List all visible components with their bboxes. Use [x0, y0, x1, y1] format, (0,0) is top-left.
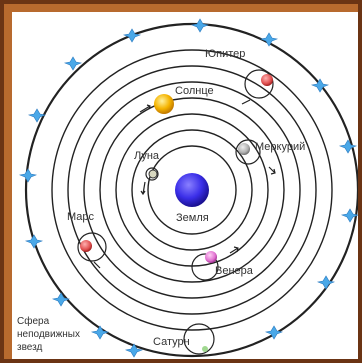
orbit-sun: [99, 97, 285, 283]
orbit-jupiter: [67, 65, 317, 315]
star-icon: [18, 168, 38, 183]
mars-icon: [80, 240, 92, 252]
geocentric-diagram: Земля Луна Меркурий Венера Солнце Марс Ю…: [17, 18, 358, 358]
label-sun: Солнце: [175, 85, 214, 97]
star-icon: [190, 18, 210, 33]
label-moon: Луна: [134, 150, 160, 162]
star-icon: [122, 28, 142, 43]
star-icon: [310, 78, 330, 93]
arrow-icon: [93, 261, 101, 269]
epicycle-moon: [145, 167, 159, 181]
label-jupiter: Юпитер: [205, 48, 245, 60]
label-sphere-line3: звезд: [17, 342, 42, 353]
label-mercury: Меркурий: [255, 141, 305, 153]
star-icon: [264, 325, 284, 340]
moon-icon: [148, 169, 158, 179]
star-icon: [338, 139, 358, 154]
fixed-stars: [18, 18, 358, 358]
direction-arrows: [93, 99, 276, 269]
star-icon: [63, 56, 83, 71]
epicycle-venus: [191, 253, 219, 281]
epicycle-mercury: [235, 139, 261, 165]
epicycles: [77, 69, 274, 355]
label-saturn: Сатурн: [153, 336, 190, 348]
star-icon: [27, 108, 47, 123]
arrow-icon: [140, 181, 146, 196]
orbits: [24, 22, 358, 358]
orbit-moon: [147, 145, 237, 235]
epicycle-saturn: [183, 323, 215, 355]
orbit-mars: [83, 81, 301, 299]
epicycle-mars: [77, 232, 107, 262]
star-icon: [316, 275, 336, 290]
star-icon: [124, 343, 144, 358]
star-icon: [259, 32, 279, 47]
earth-icon: [175, 173, 209, 207]
venus-icon: [205, 251, 217, 263]
label-earth: Земля: [176, 212, 209, 224]
label-venus: Венера: [215, 265, 254, 277]
diagram-canvas: Земля Луна Меркурий Венера Солнце Марс Ю…: [12, 12, 358, 359]
sun-icon: [154, 94, 174, 114]
label-sphere-line2: неподвижных: [17, 329, 80, 340]
label-mars: Марс: [67, 211, 95, 223]
epicycle-jupiter: [244, 69, 274, 99]
arrow-icon: [139, 104, 151, 113]
star-icon: [340, 208, 358, 223]
star-icon: [90, 325, 110, 340]
star-icon: [51, 292, 71, 307]
orbit-mercury: [131, 129, 253, 251]
label-sphere-line1: Сфера: [17, 315, 50, 327]
label-sphere-of-fixed-stars: Сфера неподвижных звезд: [17, 315, 80, 353]
jupiter-icon: [261, 74, 273, 86]
saturn-icon: [202, 346, 208, 352]
arrow-icon: [229, 246, 239, 254]
star-icon: [24, 234, 44, 249]
orbit-saturn: [51, 49, 333, 331]
arrow-icon: [268, 166, 276, 175]
arrow-icon: [241, 99, 251, 105]
sphere-of-fixed-stars: [24, 22, 358, 358]
mercury-icon: [238, 143, 250, 155]
